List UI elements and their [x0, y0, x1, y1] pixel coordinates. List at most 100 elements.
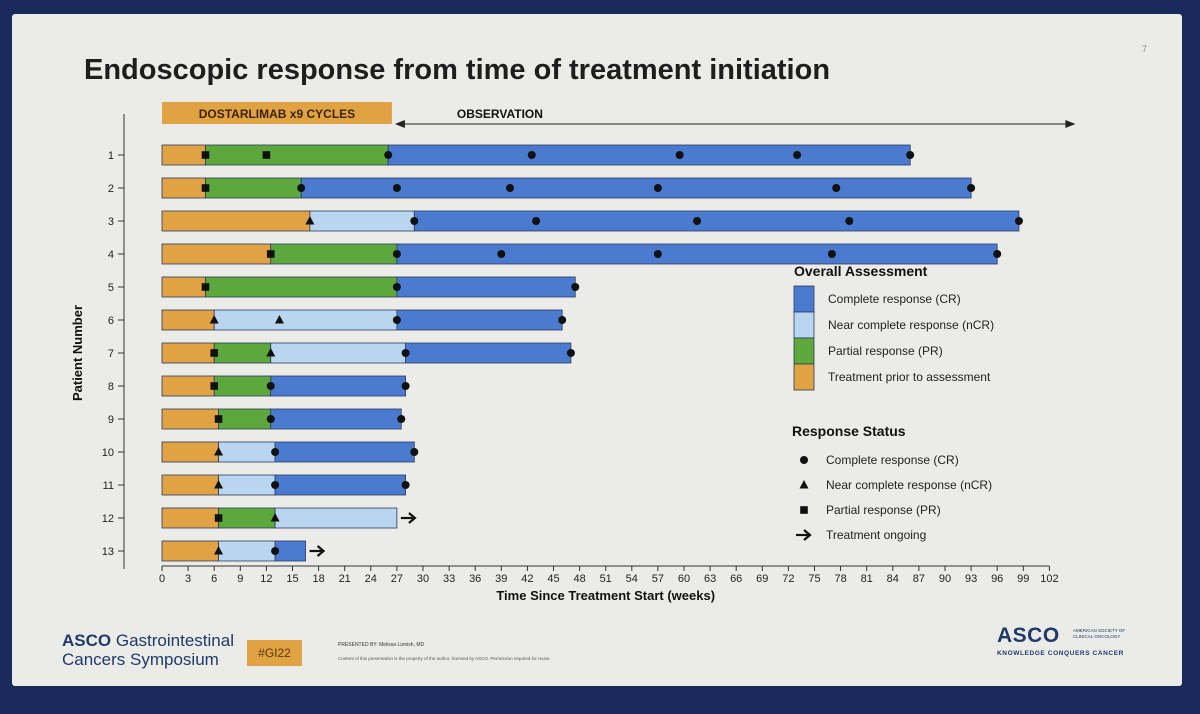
marker-cr [397, 415, 406, 423]
marker-ncr [270, 513, 280, 522]
bar-segment-pre [161, 408, 219, 430]
legend-overall-label: Near complete response (nCR) [828, 318, 994, 332]
marker-cr [693, 217, 702, 225]
legend-swatch-ncr [793, 311, 815, 339]
x-tick-label: 21 [339, 573, 351, 585]
bar-segment-cr [387, 144, 911, 166]
legend-symbol-arrow-head [803, 529, 812, 541]
y-tick-label: 2 [108, 183, 114, 195]
x-tick-label: 96 [991, 573, 1003, 585]
marker-pr [201, 151, 210, 159]
bar-segment-pre [161, 276, 206, 298]
bar-segment-pre [161, 309, 215, 331]
marker-cr [271, 547, 280, 555]
bar-segment-pre [161, 474, 219, 496]
x-tick-label: 69 [756, 573, 768, 585]
x-tick-label: 39 [495, 573, 507, 585]
marker-pr [262, 151, 271, 159]
symposium-name-1: Gastrointestinal [115, 631, 234, 650]
bar-segment-pr [218, 507, 276, 529]
marker-cr [967, 184, 976, 192]
marker-ncr [274, 315, 284, 324]
x-tick-label: 9 [237, 573, 243, 585]
marker-cr [566, 349, 575, 357]
y-tick-label: 3 [108, 216, 114, 228]
bar-segment-pre [161, 243, 272, 265]
marker-cr [1014, 217, 1023, 225]
legend-layer: Overall Assessment Complete response (CR)… [792, 263, 994, 542]
bar-segment-pr [213, 375, 272, 397]
bar-segment-pre [161, 177, 206, 199]
page-number: 7 [1142, 44, 1148, 54]
bar-segment-cr [396, 309, 563, 331]
marker-cr [392, 283, 401, 291]
bar-segment-pr [205, 177, 302, 199]
bar-segment-pr [205, 144, 389, 166]
x-tick-label: 30 [417, 573, 429, 585]
bar-segment-pre [161, 210, 311, 232]
bar-segment-ncr [218, 540, 276, 562]
phase-observation-arrow-left [394, 120, 405, 128]
marker-cr [401, 382, 410, 390]
asco-logo-text: ASCO [997, 624, 1060, 647]
x-tick-label: 84 [887, 573, 899, 585]
y-tick-label: 9 [108, 414, 114, 426]
phase-treatment-box [162, 102, 392, 124]
asco-logo-org: AMERICAN SOCIETY OF CLINICAL ONCOLOGY [1073, 628, 1126, 639]
marker-cr [384, 151, 393, 159]
x-tick-label: 66 [730, 573, 742, 585]
legend-overall-label: Complete response (CR) [828, 292, 961, 306]
marker-pr [266, 250, 275, 258]
x-tick-label: 12 [260, 573, 272, 585]
bar-segment-ncr [218, 474, 276, 496]
y-tick-label: 7 [108, 348, 114, 360]
marker-pr [214, 415, 223, 423]
bar-segment-cr [270, 375, 407, 397]
y-tick-label: 6 [108, 315, 114, 327]
bar-segment-pre [161, 540, 219, 562]
marker-cr [401, 349, 410, 357]
marker-cr [401, 481, 410, 489]
y-axis-label: Patient Number [70, 305, 85, 401]
ongoing-arrow-head [316, 545, 326, 557]
swimmer-chart: DOSTARLIMAB x9 CYCLES OBSERVATION 1234567… [70, 102, 1076, 603]
bar-segment-cr [274, 540, 306, 562]
marker-cr [266, 415, 275, 423]
bar-segment-cr [274, 441, 415, 463]
legend-status-title: Response Status [792, 423, 906, 439]
legend-status-label: Treatment ongoing [826, 528, 926, 542]
legend-status-label: Near complete response (nCR) [826, 478, 992, 492]
marker-cr [558, 316, 567, 324]
bar-segment-cr [270, 408, 402, 430]
x-tick-label: 48 [573, 573, 585, 585]
legend-swatch-cr [793, 285, 815, 313]
bar-segment-cr [300, 177, 972, 199]
bar-segment-ncr [309, 210, 415, 232]
marker-layer [201, 151, 1023, 557]
marker-cr [392, 316, 401, 324]
marker-cr [571, 283, 580, 291]
marker-cr [653, 250, 662, 258]
x-tick-label: 24 [365, 573, 377, 585]
marker-cr [532, 217, 541, 225]
legend-overall-label: Partial response (PR) [828, 344, 943, 358]
copyright-notice: Content of this presentation is the prop… [338, 656, 551, 661]
bar-segment-pre [161, 375, 215, 397]
marker-cr [793, 151, 802, 159]
marker-ncr [305, 216, 315, 225]
slide-title: Endoscopic response from time of treatme… [84, 54, 831, 86]
bar-segment-ncr [270, 342, 407, 364]
bar-segment-pre [161, 144, 206, 166]
marker-ncr [266, 348, 276, 357]
x-axis-label: Time Since Treatment Start (weeks) [496, 588, 715, 603]
bar-segment-ncr [274, 507, 398, 529]
hashtag-badge: #GI22 [247, 640, 302, 666]
bar-segment-pr [218, 408, 272, 430]
asco-logo-tagline: KNOWLEDGE CONQUERS CANCER [997, 650, 1124, 657]
x-tick-label: 102 [1040, 573, 1058, 585]
y-tick-label: 8 [108, 381, 114, 393]
marker-cr [497, 250, 506, 258]
x-tick-label: 3 [185, 573, 191, 585]
marker-cr [845, 217, 854, 225]
